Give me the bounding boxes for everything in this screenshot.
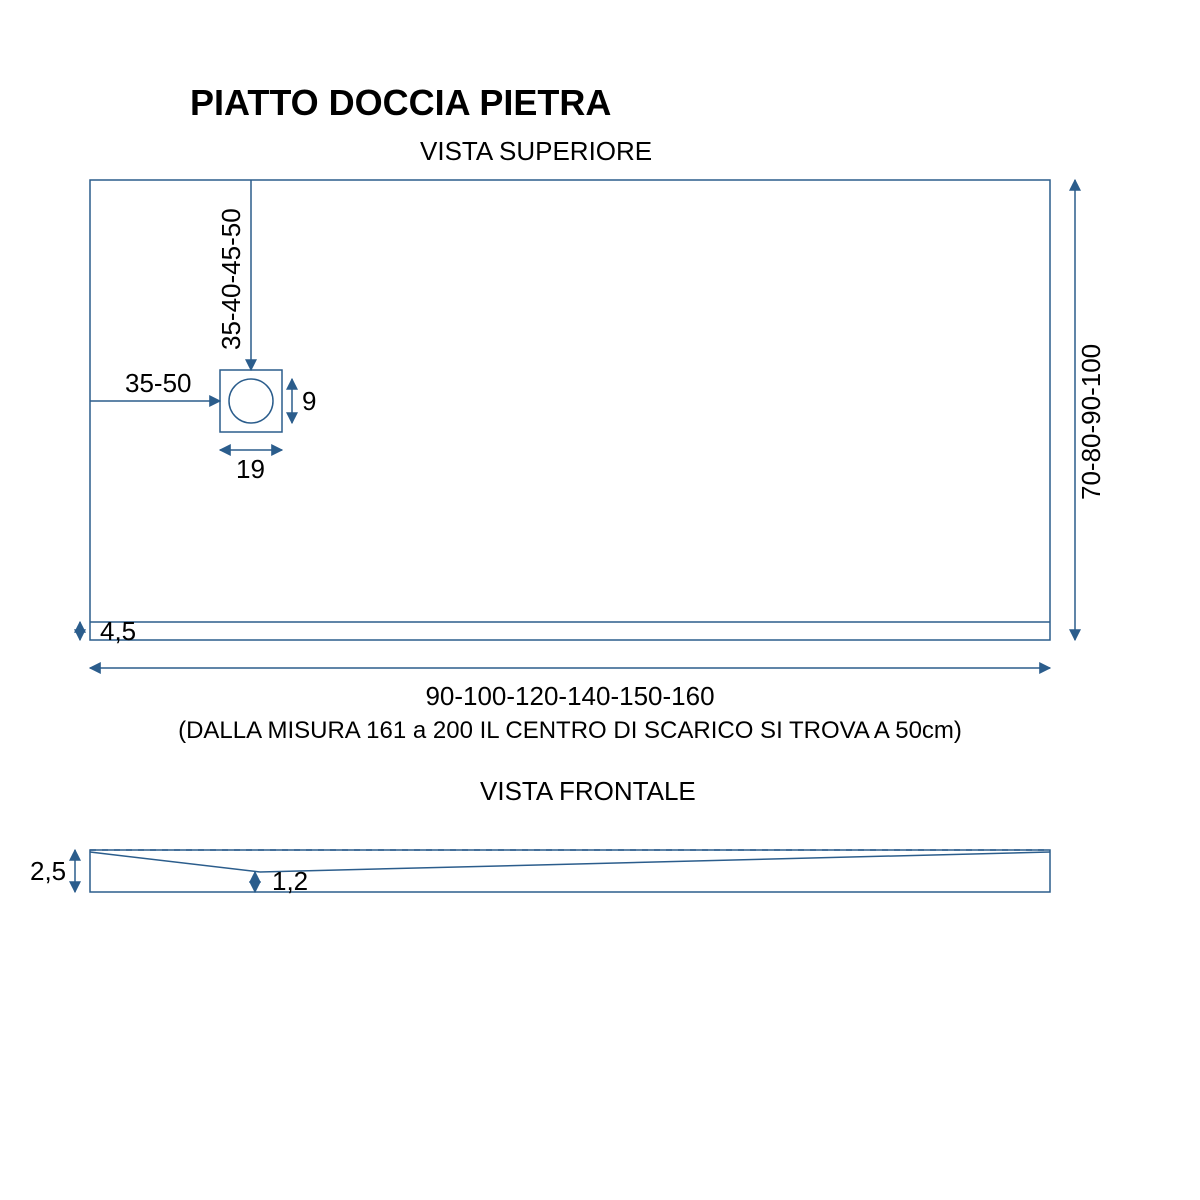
dim-depth-label: 70-80-90-100 bbox=[1076, 344, 1106, 500]
dim-front-height-label: 2,5 bbox=[30, 856, 66, 886]
main-title: PIATTO DOCCIA PIETRA bbox=[190, 82, 611, 123]
front-slope-left bbox=[90, 852, 260, 872]
dim-drain-depth-label: 1,2 bbox=[272, 866, 308, 896]
dim-drain-square-width-label: 19 bbox=[236, 454, 265, 484]
dim-bottom-rim-label: 4,5 bbox=[100, 616, 136, 646]
dim-width-label: 90-100-120-140-150-160 bbox=[425, 681, 714, 711]
front-slope-right bbox=[260, 852, 1050, 872]
dim-drain-from-left-label: 35-50 bbox=[125, 368, 192, 398]
note-text: (DALLA MISURA 161 a 200 IL CENTRO DI SCA… bbox=[178, 717, 962, 744]
top-view-label: VISTA SUPERIORE bbox=[420, 136, 652, 166]
technical-drawing: PIATTO DOCCIA PIETRA VISTA SUPERIORE 35-… bbox=[0, 0, 1200, 1200]
front-view-label: VISTA FRONTALE bbox=[480, 776, 696, 806]
dim-drain-from-top-label: 35-40-45-50 bbox=[216, 208, 246, 350]
dim-drain-circle-label: 9 bbox=[302, 386, 316, 416]
drain-circle bbox=[229, 379, 273, 423]
